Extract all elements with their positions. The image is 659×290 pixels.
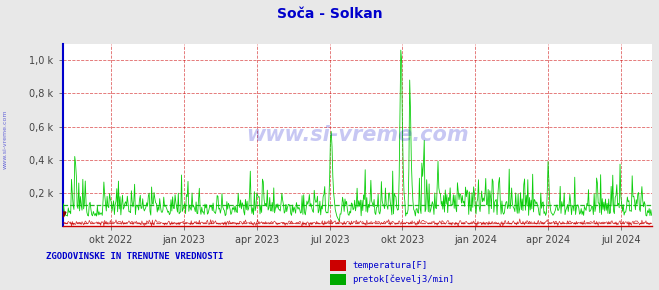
Text: temperatura[F]: temperatura[F]	[353, 261, 428, 270]
Text: ZGODOVINSKE IN TRENUTNE VREDNOSTI: ZGODOVINSKE IN TRENUTNE VREDNOSTI	[46, 252, 223, 261]
Text: www.si-vreme.com: www.si-vreme.com	[3, 109, 8, 169]
Text: pretok[čevelj3/min]: pretok[čevelj3/min]	[353, 275, 455, 284]
Text: Soča - Solkan: Soča - Solkan	[277, 7, 382, 21]
Text: www.si-vreme.com: www.si-vreme.com	[246, 125, 469, 145]
